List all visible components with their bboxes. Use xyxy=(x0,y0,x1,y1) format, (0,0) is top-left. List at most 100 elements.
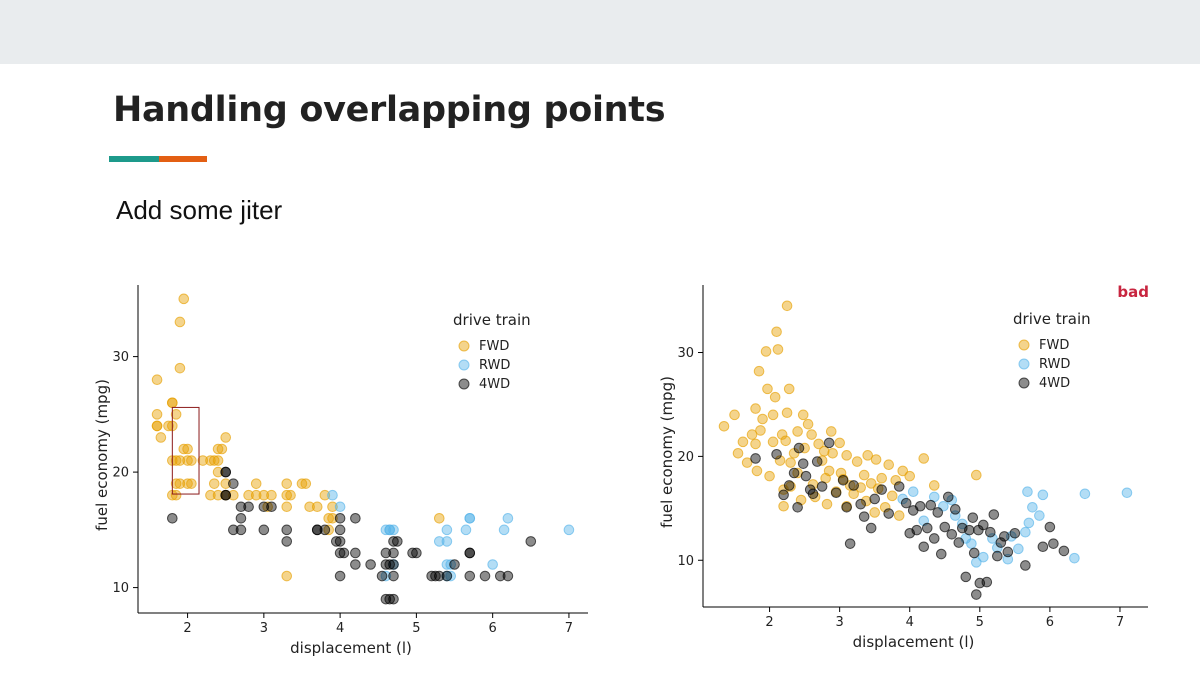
data-point-4wd xyxy=(388,536,399,547)
data-point-fwd xyxy=(904,470,916,482)
data-point-4wd xyxy=(928,533,940,544)
data-point-fwd xyxy=(151,420,163,432)
data-point-4wd xyxy=(837,474,849,486)
data-point-4wd xyxy=(1048,538,1059,549)
data-point-fwd xyxy=(772,344,784,355)
data-point-4wd xyxy=(388,559,399,570)
data-point-4wd xyxy=(441,570,453,582)
data-point-4wd xyxy=(893,481,905,492)
data-point-fwd xyxy=(886,490,898,502)
data-point-4wd xyxy=(939,521,951,533)
data-point-4wd xyxy=(1009,527,1021,539)
data-point-4wd xyxy=(992,550,1003,562)
data-point-fwd xyxy=(767,436,779,448)
data-point-4wd xyxy=(380,547,392,559)
data-point-4wd xyxy=(946,528,958,540)
data-point-rwd xyxy=(1079,488,1091,500)
series-rwd xyxy=(327,489,575,582)
data-point-4wd xyxy=(995,537,1007,548)
data-point-4wd xyxy=(844,538,856,549)
data-point-4wd xyxy=(960,571,972,583)
data-point-fwd xyxy=(876,472,888,484)
data-point-fwd xyxy=(281,570,293,582)
data-point-4wd xyxy=(525,536,537,547)
data-point-fwd xyxy=(732,447,744,459)
data-point-4wd xyxy=(963,524,975,536)
data-point-4wd xyxy=(932,507,944,518)
y-tick-label: 10 xyxy=(112,581,129,596)
data-point-fwd xyxy=(767,409,779,421)
data-point-4wd xyxy=(464,547,476,559)
data-point-4wd xyxy=(411,547,422,559)
data-point-fwd xyxy=(258,489,270,501)
data-point-fwd xyxy=(821,498,833,510)
data-point-rwd xyxy=(433,536,445,547)
data-point-4wd xyxy=(334,536,346,547)
data-point-fwd xyxy=(781,407,793,419)
series-fwd xyxy=(151,293,445,582)
legend-marker-fwd xyxy=(458,340,470,352)
data-point-rwd xyxy=(966,538,977,549)
data-point-4wd xyxy=(800,470,812,482)
data-point-fwd xyxy=(718,420,730,432)
data-point-4wd xyxy=(350,547,361,559)
data-point-4wd xyxy=(220,466,232,478)
legend-marker-4wd xyxy=(458,378,470,390)
data-point-fwd xyxy=(327,512,338,524)
data-point-4wd xyxy=(494,570,506,582)
data-point-fwd xyxy=(311,501,323,513)
data-point-fwd xyxy=(870,454,882,465)
data-point-fwd xyxy=(170,478,182,489)
data-point-4wd xyxy=(319,524,331,536)
data-point-fwd xyxy=(778,500,789,512)
legend: drive train FWD RWD 4WD xyxy=(1013,310,1091,391)
data-point-rwd xyxy=(1027,501,1038,513)
data-point-fwd xyxy=(737,436,749,448)
data-point-fwd xyxy=(869,507,880,518)
data-point-rwd xyxy=(1069,552,1080,564)
data-point-fwd xyxy=(783,383,795,395)
data-point-fwd xyxy=(764,470,775,482)
data-point-fwd xyxy=(862,450,873,461)
data-point-4wd xyxy=(942,491,954,503)
data-point-rwd xyxy=(992,542,1003,554)
data-point-4wd xyxy=(235,512,247,524)
data-point-fwd xyxy=(212,466,224,478)
data-point-rwd xyxy=(327,489,338,501)
data-point-fwd xyxy=(186,478,197,489)
data-point-4wd xyxy=(788,467,800,479)
data-point-fwd xyxy=(729,409,740,421)
legend-label-rwd: RWD xyxy=(479,358,510,373)
data-point-4wd xyxy=(953,537,965,548)
data-point-4wd xyxy=(848,480,859,491)
data-point-fwd xyxy=(971,469,982,481)
data-point-fwd xyxy=(319,489,331,501)
data-point-fwd xyxy=(304,501,315,513)
legend: drive train FWD RWD 4WD xyxy=(453,311,531,392)
data-point-4wd xyxy=(281,536,293,547)
data-point-fwd xyxy=(841,450,852,461)
data-point-fwd xyxy=(167,397,178,409)
data-point-4wd xyxy=(1058,545,1070,557)
data-point-4wd xyxy=(228,478,239,489)
data-point-fwd xyxy=(755,425,766,436)
data-point-4wd xyxy=(388,570,399,582)
data-point-fwd xyxy=(281,478,293,489)
data-point-4wd xyxy=(350,559,361,570)
data-point-4wd xyxy=(792,501,803,513)
data-point-4wd xyxy=(338,547,350,559)
slide-title: Handling overlapping points xyxy=(113,90,666,130)
data-point-fwd xyxy=(750,403,761,414)
data-point-fwd xyxy=(327,501,338,513)
data-point-fwd xyxy=(182,478,193,489)
slide-subtitle: Add some jiter xyxy=(116,195,283,225)
legend-title: drive train xyxy=(1013,310,1091,328)
data-point-4wd xyxy=(167,512,178,524)
data-point-fwd xyxy=(220,432,232,443)
x-tick-label: 4 xyxy=(336,621,344,636)
data-point-fwd xyxy=(212,455,224,466)
data-point-fwd xyxy=(228,489,239,501)
series-fwd xyxy=(718,300,982,521)
y-tick-label: 30 xyxy=(677,346,694,361)
data-point-rwd xyxy=(1023,517,1035,529)
